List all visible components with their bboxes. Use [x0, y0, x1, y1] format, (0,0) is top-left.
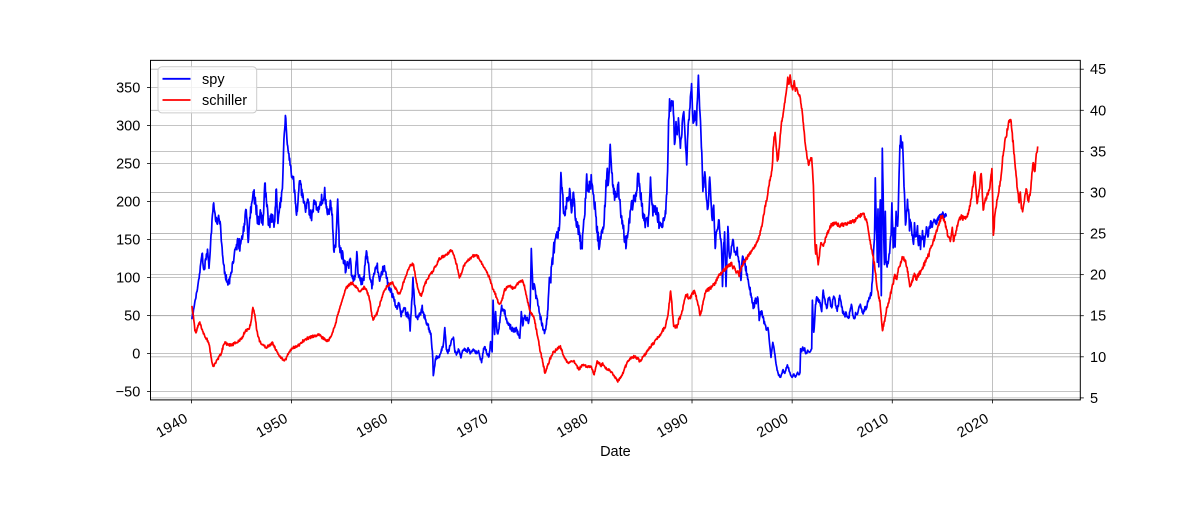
svg-text:15: 15 [1090, 309, 1106, 325]
svg-text:−50: −50 [116, 384, 141, 400]
svg-text:250: 250 [116, 156, 140, 172]
svg-text:300: 300 [116, 118, 140, 134]
svg-text:50: 50 [124, 308, 140, 324]
svg-text:Date: Date [600, 444, 631, 460]
svg-text:100: 100 [116, 270, 140, 286]
svg-text:45: 45 [1090, 62, 1106, 78]
svg-text:schiller: schiller [202, 93, 247, 109]
svg-text:25: 25 [1090, 227, 1106, 243]
svg-text:40: 40 [1090, 103, 1106, 119]
svg-text:30: 30 [1090, 186, 1106, 202]
svg-text:10: 10 [1090, 350, 1106, 366]
svg-text:0: 0 [132, 346, 140, 362]
svg-text:200: 200 [116, 194, 140, 210]
svg-text:35: 35 [1090, 144, 1106, 160]
svg-text:spy: spy [202, 72, 225, 88]
svg-text:350: 350 [116, 80, 140, 96]
svg-text:150: 150 [116, 232, 140, 248]
svg-text:5: 5 [1090, 391, 1098, 407]
svg-text:20: 20 [1090, 268, 1106, 284]
